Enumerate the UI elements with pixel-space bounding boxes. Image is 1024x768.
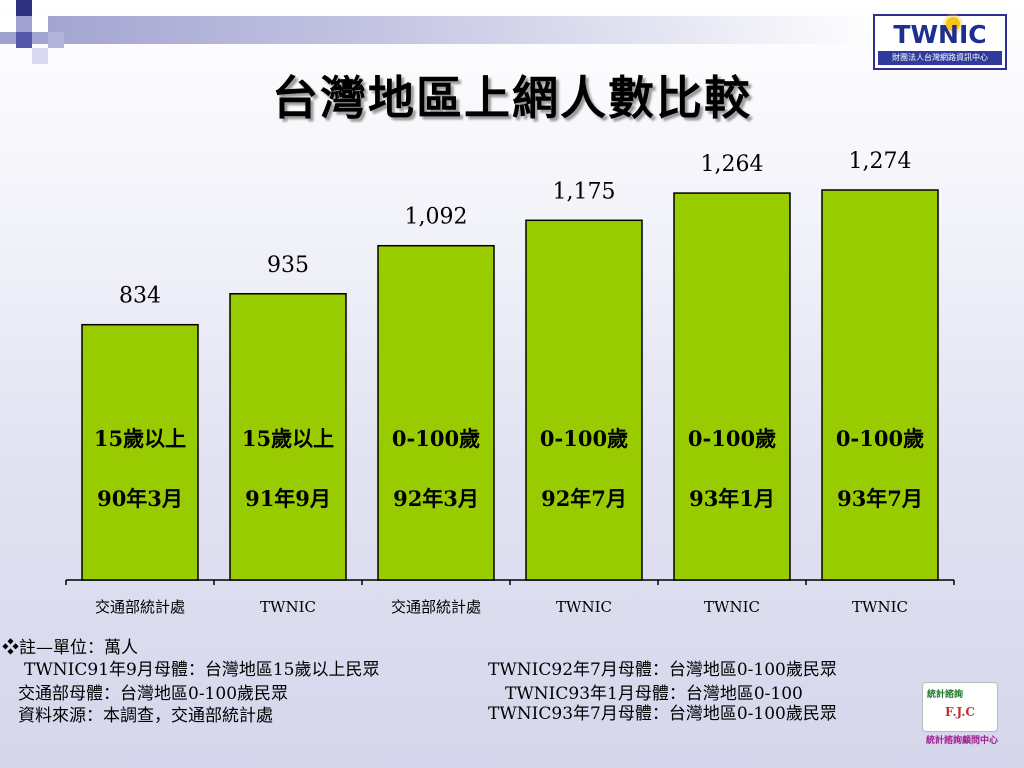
fjc-logo-letters: F.J.C bbox=[945, 705, 975, 719]
deco-square bbox=[48, 32, 64, 48]
bar-value-label: 1,175 bbox=[553, 179, 616, 204]
x-tick-label: TWNIC bbox=[556, 598, 612, 616]
bar-inner-label-age: 15歲以上 bbox=[94, 426, 186, 451]
note-twnic-91-population: TWNIC91年9月母體：台灣地區15歲以上民眾 bbox=[24, 660, 380, 680]
twnic-logo-text: TWNIC bbox=[893, 20, 987, 49]
bar-inner-label-age: 0-100歲 bbox=[540, 426, 628, 451]
note-twnic-93-jul-population: TWNIC93年7月母體：台灣地區0-100歲民眾 bbox=[488, 704, 837, 724]
note-data-source: 資料來源：本調查，交通部統計處 bbox=[18, 706, 273, 726]
fjc-logo-caption: 統計諮詢顧問中心 bbox=[925, 736, 998, 746]
notes-section: ❖註—單位：萬人 TWNIC91年9月母體：台灣地區15歲以上民眾 TWNIC9… bbox=[0, 636, 1024, 746]
x-tick-label: TWNIC bbox=[704, 598, 760, 616]
x-tick-label: TWNIC bbox=[260, 598, 316, 616]
bar-value-label: 1,274 bbox=[849, 149, 912, 174]
twnic-logo: TWNIC 財團法人台灣網路資訊中心 bbox=[873, 14, 1007, 70]
bar bbox=[81, 323, 199, 581]
deco-square bbox=[16, 32, 32, 48]
bar-value-label: 1,264 bbox=[701, 152, 764, 177]
note-twnic-93-jan-population: TWNIC93年1月母體：台灣地區0-100 bbox=[505, 684, 803, 704]
bar-inner-label-age: 15歲以上 bbox=[242, 426, 334, 451]
deco-square bbox=[16, 0, 32, 16]
bar bbox=[525, 219, 643, 581]
note-unit: ❖註—單位：萬人 bbox=[2, 638, 138, 658]
bar-inner-label-date: 93年7月 bbox=[837, 486, 923, 511]
bar bbox=[673, 192, 791, 581]
bar-value-label: 935 bbox=[267, 253, 309, 278]
bar-inner-label-date: 91年9月 bbox=[245, 486, 331, 511]
note-twnic-92-population: TWNIC92年7月母體：台灣地區0-100歲民眾 bbox=[488, 660, 837, 680]
deco-square bbox=[32, 16, 48, 32]
bar-value-label: 1,092 bbox=[405, 205, 468, 230]
twnic-logo-subtitle: 財團法人台灣網路資訊中心 bbox=[878, 51, 1002, 65]
x-tick-label: 交通部統計處 bbox=[95, 598, 185, 616]
bar-value-label: 834 bbox=[119, 284, 161, 309]
deco-square bbox=[0, 16, 16, 32]
bar-inner-label-age: 0-100歲 bbox=[836, 426, 924, 451]
x-tick-label: TWNIC bbox=[852, 598, 908, 616]
bar-inner-label-date: 92年7月 bbox=[541, 486, 627, 511]
bar-inner-label-date: 93年1月 bbox=[689, 486, 775, 511]
bar-inner-label-date: 90年3月 bbox=[97, 486, 183, 511]
bar bbox=[821, 189, 939, 581]
bar bbox=[377, 244, 495, 581]
bar bbox=[229, 293, 347, 581]
header-gradient-bar bbox=[0, 16, 870, 44]
bar-inner-label-age: 0-100歲 bbox=[392, 426, 480, 451]
fjc-logo-text: 統計諮詢 bbox=[927, 690, 964, 700]
page-title: 台灣地區上網人數比較 bbox=[272, 71, 752, 125]
note-motc-population: 交通部母體：台灣地區0-100歲民眾 bbox=[18, 684, 289, 704]
deco-square bbox=[32, 48, 48, 64]
fjc-logo: 統計諮詢 F.J.C bbox=[922, 682, 998, 732]
bar-inner-label-age: 0-100歲 bbox=[688, 426, 776, 451]
x-tick-label: 交通部統計處 bbox=[391, 598, 481, 616]
sun-icon bbox=[946, 17, 960, 31]
bar-inner-label-date: 92年3月 bbox=[393, 486, 479, 511]
